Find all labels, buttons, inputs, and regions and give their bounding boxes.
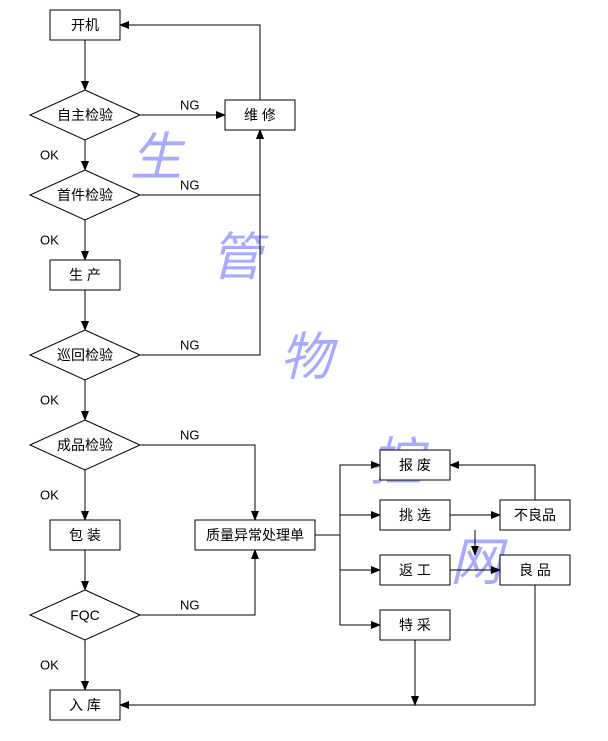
node-label-n_start: 开机	[71, 17, 99, 33]
node-n_rework: 返 工	[380, 555, 450, 585]
edge-repair-start	[120, 25, 260, 100]
edge-label-patrol-repair-ng: NG	[180, 338, 200, 353]
node-n_good: 良 品	[500, 555, 570, 585]
node-label-n_good: 良 品	[519, 562, 551, 578]
watermark-char: 网	[450, 535, 508, 592]
node-n_fqc: FQC	[30, 590, 140, 640]
node-n_defect: 不良品	[500, 500, 570, 530]
edge-label-patrol-final-ok: OK	[40, 393, 59, 408]
node-n_pack: 包 装	[50, 520, 120, 550]
node-label-n_qexc: 质量异常处理单	[206, 527, 304, 543]
edge-label-first-repair-ng: NG	[180, 178, 200, 193]
node-n_repair: 维 修	[225, 100, 295, 130]
node-n_pick: 挑 选	[380, 500, 450, 530]
watermark-char: 物	[280, 330, 339, 387]
node-label-n_fqc: FQC	[70, 607, 100, 623]
edge-label-final-pack-ok: OK	[40, 488, 59, 503]
node-label-n_special: 特 采	[399, 617, 431, 633]
node-n_stock: 入 库	[50, 690, 120, 720]
watermark: 生管物控网	[130, 130, 508, 592]
node-n_patrol: 巡回检验	[30, 330, 140, 380]
edge-fork-pick	[340, 515, 380, 535]
node-label-n_produce: 生 产	[69, 267, 101, 283]
edge-defect-scrap	[450, 465, 535, 500]
edge-label-first-prod-ok: OK	[40, 233, 59, 248]
edge-fork-special	[340, 535, 380, 625]
node-n_qexc: 质量异常处理单	[195, 520, 315, 550]
node-label-n_pack: 包 装	[69, 527, 101, 543]
edge-label-fqc-stock-ok: OK	[40, 658, 59, 673]
node-label-n_final: 成品检验	[57, 437, 113, 453]
edge-fork-rework	[340, 535, 380, 570]
node-label-n_scrap: 报 废	[399, 457, 431, 473]
edge-label-self-first-ok: OK	[40, 148, 59, 163]
node-label-n_stock: 入 库	[69, 697, 101, 713]
node-label-n_defect: 不良品	[514, 507, 556, 523]
node-label-n_repair: 维 修	[244, 107, 276, 123]
node-n_start: 开机	[50, 10, 120, 40]
node-label-n_first: 首件检验	[57, 187, 113, 203]
edge-label-final-qexc-ng: NG	[180, 428, 200, 443]
node-n_special: 特 采	[380, 610, 450, 640]
node-label-n_self: 自主检验	[57, 107, 113, 123]
node-label-n_rework: 返 工	[399, 562, 431, 578]
edge-final-qexc-ng	[140, 445, 255, 520]
node-n_scrap: 报 废	[380, 450, 450, 480]
edge-label-fqc-qexc-ng: NG	[180, 598, 200, 613]
node-n_produce: 生 产	[50, 260, 120, 290]
edge-label-self-repair-ng: NG	[180, 98, 200, 113]
node-label-n_pick: 挑 选	[399, 507, 431, 523]
node-n_final: 成品检验	[30, 420, 140, 470]
node-n_self: 自主检验	[30, 90, 140, 140]
node-n_first: 首件检验	[30, 170, 140, 220]
watermark-char: 生	[130, 130, 186, 187]
node-label-n_patrol: 巡回检验	[57, 347, 113, 363]
flowchart-diagram: 生管物控网 OK NG OK NG OK NG OK NG OK NG 开机自主检验 维 修首件检验…	[0, 0, 608, 741]
